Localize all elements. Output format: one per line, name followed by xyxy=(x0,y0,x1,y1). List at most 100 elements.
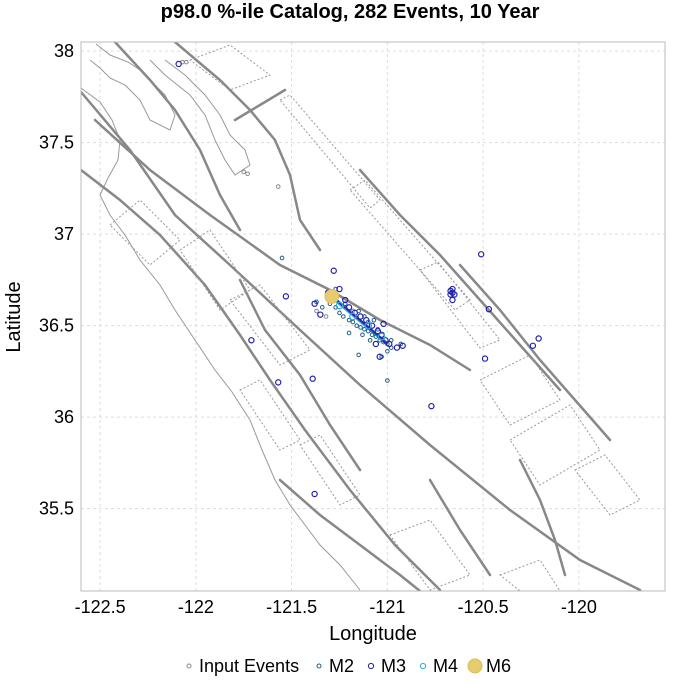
event-point-m2 xyxy=(385,378,390,383)
fault-zone-outline xyxy=(179,229,251,311)
x-tick-label: -121.5 xyxy=(266,597,317,617)
event-point-input-events xyxy=(245,171,250,177)
event-point-m2 xyxy=(371,317,377,323)
x-tick-label: -121 xyxy=(369,597,405,617)
fault-line xyxy=(113,42,242,232)
fault-zone-outline xyxy=(499,559,561,591)
event-point-m2 xyxy=(385,348,390,354)
legend-marker xyxy=(419,662,427,670)
legend-label: M4 xyxy=(433,656,458,676)
y-tick-label: 38 xyxy=(54,41,74,61)
fault-line xyxy=(428,478,492,577)
y-tick-label: 37.5 xyxy=(39,133,74,153)
fault-zone-outline xyxy=(109,199,181,266)
event-point-m3 xyxy=(345,304,353,311)
event-point-m3 xyxy=(380,320,387,328)
x-tick-label: -120 xyxy=(561,597,597,617)
y-tick-label: 35.5 xyxy=(39,499,74,519)
event-point-m2 xyxy=(356,352,361,358)
fault-line xyxy=(81,90,642,591)
event-point-m4 xyxy=(335,301,344,310)
fault-line xyxy=(93,118,472,372)
event-point-m2 xyxy=(341,314,346,319)
y-tick-label: 37 xyxy=(54,224,74,244)
event-point-m3 xyxy=(477,251,485,258)
event-point-m3 xyxy=(311,490,318,498)
legend-label: M3 xyxy=(381,656,406,676)
x-tick-label: -120.5 xyxy=(458,597,509,617)
event-point-m3 xyxy=(275,379,282,386)
fault-zone-outline xyxy=(239,379,301,451)
legend-marker xyxy=(367,662,375,670)
event-point-m3 xyxy=(309,375,316,382)
bay-outline xyxy=(89,43,176,131)
legend-label: Input Events xyxy=(199,656,299,676)
fault-zone-outline xyxy=(479,354,561,426)
event-point-m4 xyxy=(364,321,373,330)
event-point-m2 xyxy=(360,332,365,338)
event-point-input-events xyxy=(241,169,247,175)
event-point-m3 xyxy=(282,293,290,300)
plot-frame xyxy=(80,41,666,592)
fault-line xyxy=(81,168,442,591)
event-point-m3 xyxy=(311,300,318,307)
event-point-m2 xyxy=(362,327,367,332)
y-tick-label: 36.5 xyxy=(39,316,74,336)
event-point-m3 xyxy=(386,340,393,348)
event-point-m3 xyxy=(428,402,435,410)
fault-line xyxy=(458,263,612,442)
y-axis: 35.5 36 36.5 37 37.5 38 xyxy=(39,41,74,519)
fault-zone-outline xyxy=(299,434,361,506)
event-point-m2 xyxy=(337,310,342,316)
event-point-m3 xyxy=(399,342,406,349)
event-point-m3 xyxy=(175,60,182,68)
legend-marker xyxy=(467,658,483,674)
event-point-m3 xyxy=(529,342,537,349)
event-point-input-events xyxy=(184,59,189,65)
event-point-m2 xyxy=(365,319,371,325)
fault-line xyxy=(518,458,567,577)
fault-map-overlay xyxy=(81,42,642,591)
legend-marker xyxy=(316,663,322,669)
plot-area xyxy=(80,41,666,592)
fault-zone-outline xyxy=(419,261,501,349)
fault-zone-outline xyxy=(229,284,311,366)
legend-label: M6 xyxy=(486,656,511,676)
event-point-m2 xyxy=(333,305,338,310)
fault-line xyxy=(233,88,287,122)
event-point-m3 xyxy=(342,296,349,304)
event-point-m3 xyxy=(374,327,381,335)
y-tick-label: 36 xyxy=(54,407,74,427)
event-point-m2 xyxy=(342,301,348,306)
event-point-m2 xyxy=(314,299,319,305)
event-point-m3 xyxy=(336,285,343,293)
event-point-m3 xyxy=(451,291,458,298)
fault-line xyxy=(358,168,562,392)
event-point-m3 xyxy=(368,322,376,329)
event-point-m3 xyxy=(481,355,489,362)
event-point-m6 xyxy=(324,288,340,304)
grid xyxy=(81,42,665,591)
fault-zone-outline xyxy=(389,519,471,591)
event-point-m3 xyxy=(357,313,364,320)
fault-line xyxy=(278,478,422,591)
fault-line xyxy=(238,278,362,472)
bay-outline-2 xyxy=(149,59,251,176)
event-point-input-events xyxy=(314,308,319,314)
event-point-m2 xyxy=(279,255,285,261)
x-tick-label: -122.5 xyxy=(75,597,126,617)
event-point-m3 xyxy=(393,344,401,351)
event-point-m3 xyxy=(447,291,454,298)
event-point-m4 xyxy=(377,332,386,341)
chart-title: p98.0 %-ile Catalog, 282 Events, 10 Year xyxy=(161,1,540,23)
event-point-m2 xyxy=(319,305,325,310)
event-point-m2 xyxy=(367,337,373,343)
coastline xyxy=(81,87,361,591)
fault-line xyxy=(173,42,322,252)
event-point-m2 xyxy=(381,339,386,345)
legend: Input Events M2 M3 M4 M6 xyxy=(186,656,511,676)
event-point-m2 xyxy=(346,317,352,323)
event-point-m2 xyxy=(373,334,379,339)
event-point-m3 xyxy=(330,267,337,274)
x-axis-label: Longitude xyxy=(329,623,417,645)
